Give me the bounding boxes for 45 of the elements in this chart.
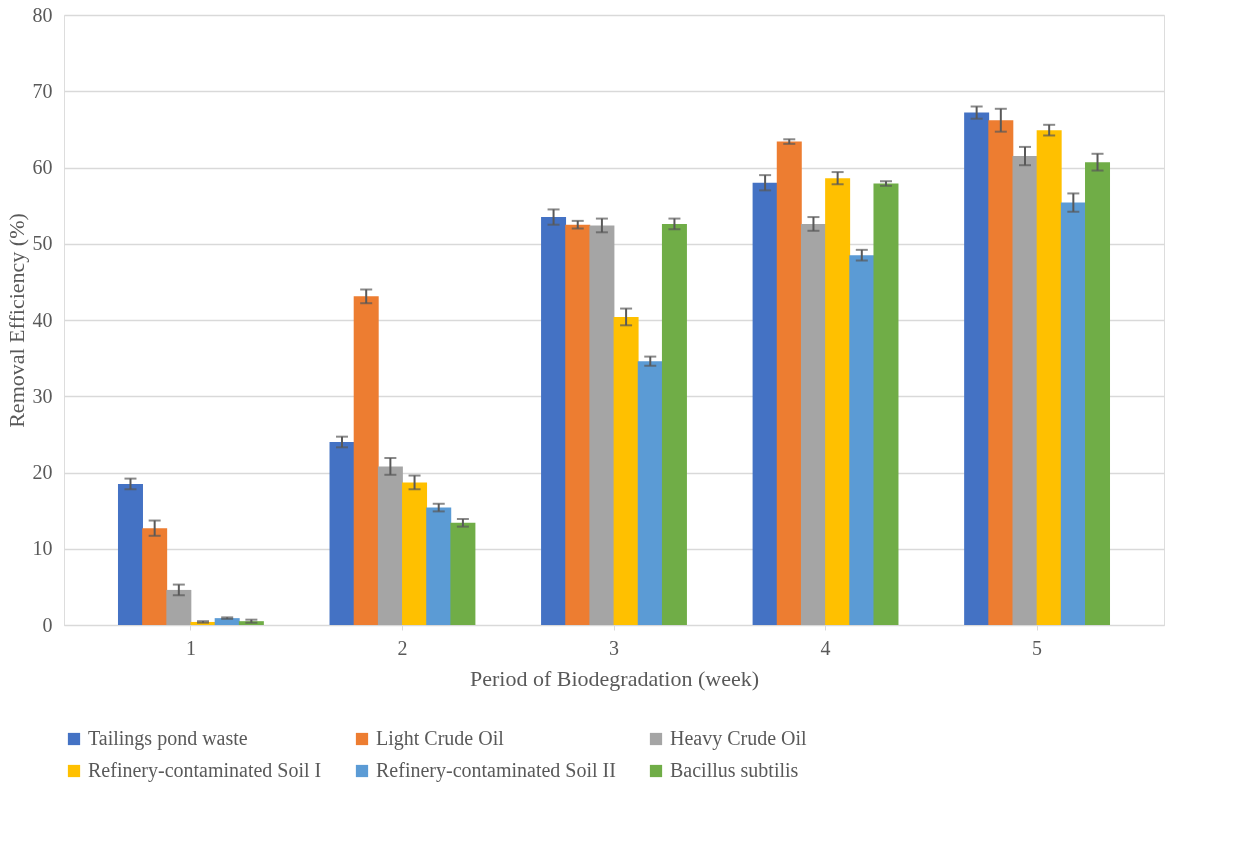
bar — [589, 225, 615, 625]
y-tick-label: 30 — [32, 384, 53, 407]
bar — [661, 223, 687, 625]
y-tick-label: 70 — [32, 79, 53, 102]
y-tick-label: 20 — [32, 461, 53, 483]
x-tick-label: 5 — [1032, 636, 1043, 659]
y-tick-label: 50 — [32, 232, 53, 255]
bar — [637, 361, 663, 625]
y-tick-label: 40 — [32, 308, 53, 331]
bar — [752, 182, 778, 625]
bar — [402, 482, 428, 625]
bar — [1085, 162, 1111, 625]
bar — [1060, 202, 1086, 625]
x-tick-label: 4 — [820, 636, 831, 659]
legend-label: Heavy Crude Oil — [670, 727, 808, 750]
x-tick-label: 2 — [397, 636, 408, 659]
legend-label: Tailings pond waste — [88, 727, 248, 750]
bar — [988, 120, 1014, 625]
bar — [329, 442, 355, 625]
y-tick-label: 0 — [42, 613, 53, 636]
x-tick-label: 3 — [609, 636, 619, 659]
legend-label: Refinery-contaminated Soil I — [88, 759, 322, 782]
legend-label: Refinery-contaminated Soil II — [376, 759, 616, 782]
y-axis-title: Removal Efficiency (%) — [3, 213, 29, 428]
bar — [964, 112, 990, 625]
x-tick-label: 1 — [185, 636, 196, 659]
bar — [377, 466, 403, 625]
bar — [541, 217, 567, 625]
bar — [613, 316, 639, 625]
y-tick-label: 60 — [32, 156, 53, 178]
bar — [353, 296, 379, 625]
bar — [166, 589, 192, 625]
bar — [142, 528, 168, 625]
legend-label: Bacillus subtilis — [670, 759, 799, 781]
bar — [800, 223, 826, 625]
bar — [1012, 156, 1038, 625]
bar — [873, 183, 899, 625]
x-axis-title: Period of Biodegradation (week) — [470, 665, 759, 691]
bar — [849, 255, 875, 625]
y-tick-label: 10 — [32, 537, 53, 560]
y-tick-label: 80 — [32, 3, 53, 26]
legend-label: Light Crude Oil — [376, 727, 505, 750]
bar — [117, 483, 143, 625]
bar — [825, 178, 851, 625]
bar — [1036, 130, 1062, 625]
